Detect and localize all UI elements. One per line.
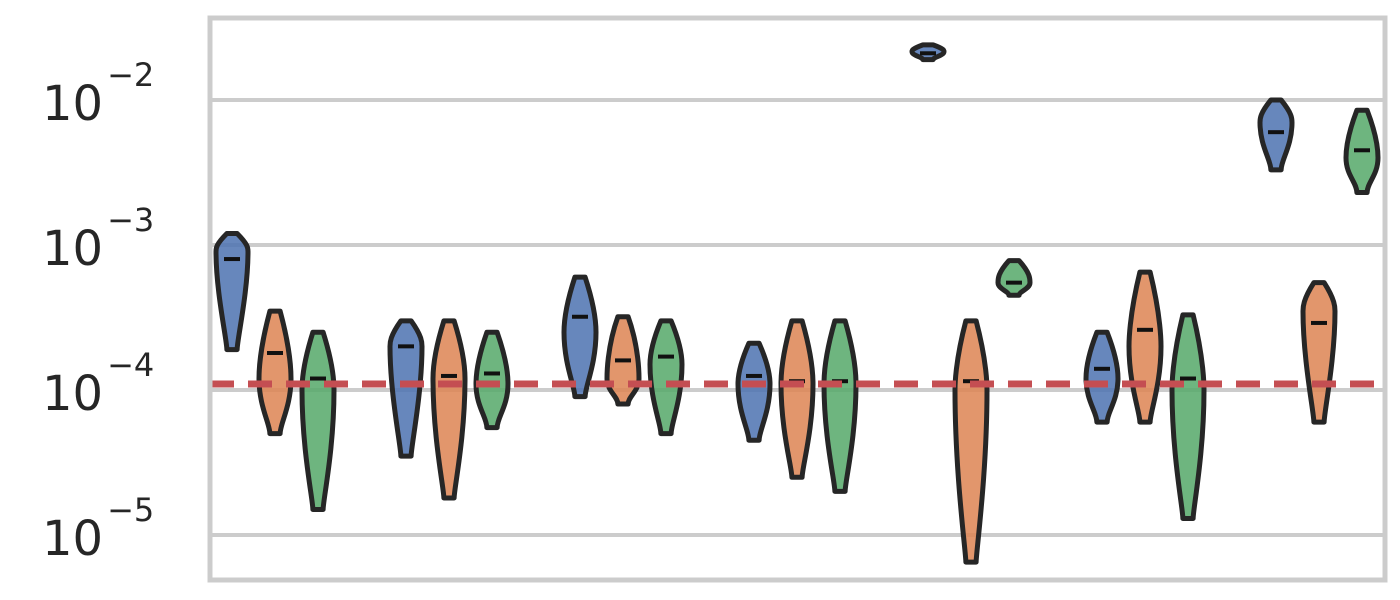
plot-background bbox=[210, 18, 1385, 580]
y-tick-base: 10 bbox=[42, 76, 103, 132]
y-tick-label: 10−4 bbox=[42, 346, 154, 422]
violin-body bbox=[647, 318, 685, 437]
y-tick-label: 10−5 bbox=[42, 491, 154, 567]
violin-body bbox=[430, 318, 468, 501]
violin-body bbox=[473, 329, 511, 431]
y-tick-base: 10 bbox=[42, 221, 103, 277]
violin-body bbox=[256, 308, 294, 437]
violins bbox=[213, 42, 1381, 565]
violin-body bbox=[1169, 312, 1207, 521]
violin-body bbox=[1257, 97, 1295, 173]
violin-body bbox=[995, 258, 1033, 298]
y-tick-label: 10−3 bbox=[42, 201, 154, 277]
y-tick-exponent: −5 bbox=[107, 491, 154, 529]
y-tick-base: 10 bbox=[42, 366, 103, 422]
violin-body bbox=[778, 318, 816, 480]
plot-frame bbox=[207, 15, 1388, 583]
violin-body bbox=[213, 231, 251, 353]
y-tick-exponent: −3 bbox=[107, 201, 154, 239]
violin-body bbox=[1126, 269, 1164, 425]
y-tick-exponent: −4 bbox=[107, 346, 154, 384]
y-tick-base: 10 bbox=[42, 511, 103, 567]
violin-body bbox=[821, 318, 859, 494]
y-tick-label: 10−2 bbox=[42, 56, 154, 132]
y-tick-labels: 10−210−310−410−5 bbox=[42, 56, 154, 567]
violin-body bbox=[387, 318, 425, 459]
violin-body bbox=[1083, 329, 1121, 425]
violin-body bbox=[735, 340, 773, 443]
y-tick-exponent: −2 bbox=[107, 56, 154, 94]
violin-body bbox=[561, 274, 599, 400]
